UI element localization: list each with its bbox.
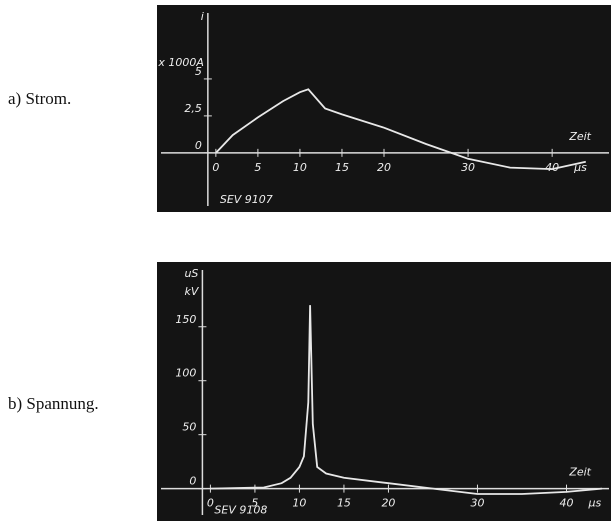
x-tick-label: 15 bbox=[337, 497, 351, 510]
photo bbox=[157, 262, 611, 521]
panel-label: a) Strom. bbox=[8, 89, 71, 108]
y-tick-label: 0 bbox=[189, 475, 196, 488]
x-tick-label: 10 bbox=[292, 497, 306, 510]
x-tick-label: 30 bbox=[461, 161, 475, 174]
y-label: i bbox=[201, 10, 204, 23]
x-tick-label: 20 bbox=[381, 497, 395, 510]
y-tick-label: 0 bbox=[195, 139, 202, 152]
x-tick-label: 20 bbox=[377, 161, 391, 174]
x-tick-label: 30 bbox=[470, 497, 484, 510]
annotation: SEV 9107 bbox=[220, 193, 273, 206]
x-label: Zeit bbox=[568, 466, 591, 479]
x-tick-label: 40 bbox=[559, 497, 573, 510]
y-tick-label: 100 bbox=[175, 367, 196, 380]
x-tick-label: 10 bbox=[293, 161, 307, 174]
y-tick-label: 2,5 bbox=[184, 102, 202, 115]
x-tick-label: 5 bbox=[254, 161, 261, 174]
y-tick-label: 50 bbox=[182, 421, 196, 434]
x-tick-label: 0 bbox=[207, 497, 214, 510]
photo bbox=[157, 5, 611, 212]
y-unit: kV bbox=[185, 285, 200, 298]
annotation: SEV 9108 bbox=[214, 504, 267, 517]
x-label: Zeit bbox=[568, 130, 591, 143]
x-tick-label: 40 bbox=[545, 161, 559, 174]
x-unit: µs bbox=[587, 497, 601, 510]
trace bbox=[210, 305, 603, 495]
x-tick-label: 5 bbox=[251, 497, 258, 510]
x-tick-label: 15 bbox=[335, 161, 349, 174]
y-label: uS bbox=[184, 267, 198, 280]
panel-label: b) Spannung. bbox=[8, 394, 99, 413]
x-tick-label: 0 bbox=[212, 161, 219, 174]
trace bbox=[215, 88, 586, 171]
y-tick-label: 5 bbox=[195, 65, 202, 78]
y-tick-label: 150 bbox=[175, 313, 196, 326]
y-unit: x 1000A bbox=[157, 56, 204, 69]
